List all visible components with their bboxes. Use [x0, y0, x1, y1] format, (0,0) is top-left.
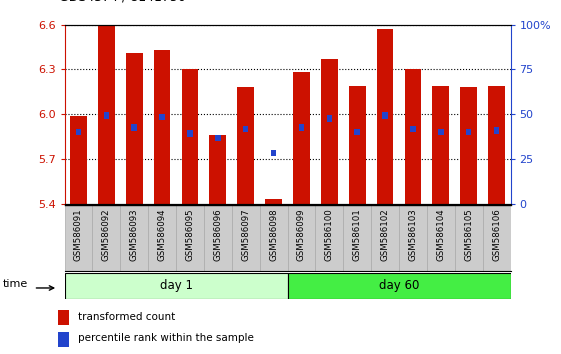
- Text: GSM586099: GSM586099: [297, 209, 306, 261]
- Bar: [204, 205, 232, 271]
- Bar: [371, 205, 399, 271]
- Bar: [58, 310, 70, 325]
- Text: GSM586103: GSM586103: [408, 209, 417, 261]
- Text: GSM586096: GSM586096: [213, 209, 222, 261]
- Bar: [126, 53, 142, 204]
- Bar: [494, 127, 499, 134]
- Text: GSM586091: GSM586091: [74, 209, 83, 261]
- Bar: [120, 205, 148, 271]
- Text: percentile rank within the sample: percentile rank within the sample: [79, 333, 254, 343]
- Text: GSM586093: GSM586093: [130, 209, 139, 261]
- Bar: [488, 86, 505, 204]
- Bar: [455, 205, 482, 271]
- Bar: [315, 205, 343, 271]
- Text: day 60: day 60: [379, 279, 419, 292]
- Bar: [237, 87, 254, 204]
- Text: GSM586092: GSM586092: [102, 209, 111, 261]
- Text: GSM586102: GSM586102: [380, 209, 389, 261]
- Text: GSM586095: GSM586095: [186, 209, 195, 261]
- Text: GDS4374 / 8141750: GDS4374 / 8141750: [59, 0, 186, 4]
- Text: GSM586100: GSM586100: [325, 209, 334, 261]
- Bar: [327, 115, 332, 122]
- Bar: [70, 116, 87, 204]
- Bar: [382, 112, 388, 119]
- Bar: [176, 205, 204, 271]
- Bar: [427, 205, 455, 271]
- Text: transformed count: transformed count: [79, 312, 176, 322]
- Bar: [376, 29, 393, 204]
- Bar: [209, 135, 226, 204]
- Text: GSM586097: GSM586097: [241, 209, 250, 261]
- Bar: [321, 59, 338, 204]
- Bar: [293, 73, 310, 204]
- Bar: [433, 86, 449, 204]
- Bar: [93, 205, 120, 271]
- Bar: [410, 126, 416, 132]
- Bar: [271, 149, 277, 156]
- Text: GSM586106: GSM586106: [492, 209, 501, 261]
- Bar: [232, 205, 260, 271]
- Bar: [438, 129, 444, 135]
- Bar: [98, 25, 114, 204]
- Bar: [182, 69, 198, 204]
- Bar: [461, 87, 477, 204]
- Text: GSM586105: GSM586105: [464, 209, 473, 261]
- Bar: [349, 86, 366, 204]
- Bar: [159, 114, 165, 120]
- Bar: [58, 332, 70, 347]
- Bar: [65, 273, 287, 299]
- Bar: [154, 50, 171, 204]
- Text: time: time: [3, 279, 29, 289]
- Bar: [76, 129, 81, 135]
- Bar: [287, 273, 511, 299]
- Text: GSM586101: GSM586101: [353, 209, 362, 261]
- Bar: [482, 205, 511, 271]
- Bar: [355, 129, 360, 135]
- Text: day 1: day 1: [159, 279, 192, 292]
- Bar: [243, 126, 249, 132]
- Bar: [104, 112, 109, 119]
- Bar: [187, 130, 193, 137]
- Text: GSM586094: GSM586094: [158, 209, 167, 261]
- Bar: [265, 199, 282, 204]
- Bar: [148, 205, 176, 271]
- Bar: [399, 205, 427, 271]
- Bar: [466, 129, 471, 135]
- Text: GSM586098: GSM586098: [269, 209, 278, 261]
- Text: GSM586104: GSM586104: [436, 209, 445, 261]
- Bar: [215, 135, 220, 141]
- Bar: [298, 124, 304, 131]
- Bar: [287, 205, 315, 271]
- Bar: [65, 205, 93, 271]
- Bar: [260, 205, 287, 271]
- Bar: [343, 205, 371, 271]
- Bar: [131, 124, 137, 131]
- Bar: [404, 69, 421, 204]
